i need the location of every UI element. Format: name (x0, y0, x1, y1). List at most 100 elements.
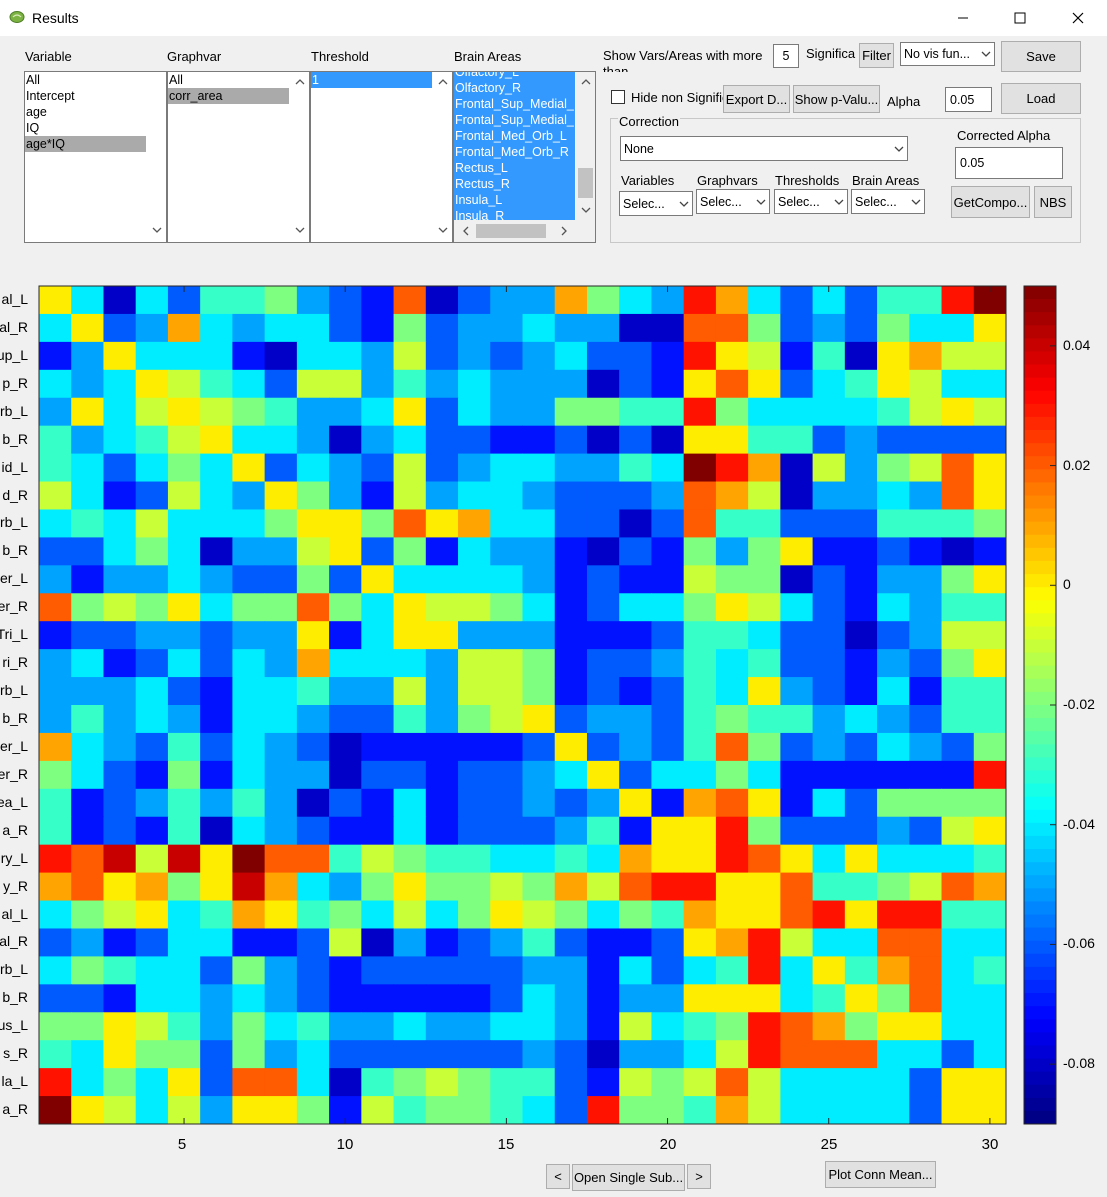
heatmap-cell (458, 705, 491, 734)
brain-areas-filter-dropdown[interactable]: Selec... (851, 189, 925, 214)
heatmap-cell (232, 593, 266, 622)
heatmap-cell (490, 509, 523, 538)
colorbar-segment (1024, 508, 1056, 523)
heatmap-cell (425, 509, 459, 538)
scroll-thumb[interactable] (476, 224, 546, 238)
scroll-up-arrow[interactable] (290, 74, 309, 90)
heatmap-cell (329, 872, 362, 902)
heatmap-cell (264, 369, 298, 399)
correction-method-dropdown[interactable]: None (620, 136, 908, 161)
list-item[interactable]: Frontal_Med_Orb_R (454, 144, 575, 160)
next-subject-button[interactable]: > (687, 1164, 711, 1189)
export-button[interactable]: Export D... (723, 85, 790, 113)
y-tick-label: rb_L (0, 514, 28, 531)
thresholds-filter-dropdown[interactable]: Selec... (774, 189, 848, 214)
graphvar-listbox[interactable]: All corr_area (167, 71, 310, 243)
prev-subject-button[interactable]: < (546, 1164, 570, 1189)
heatmap-cell (458, 1096, 491, 1125)
corrected-alpha-input[interactable]: 0.05 (955, 147, 1063, 179)
heatmap-cell (71, 1068, 104, 1097)
list-item[interactable]: Insula_R (454, 208, 575, 220)
heatmap-cell (877, 788, 910, 818)
list-item[interactable]: Intercept (26, 89, 75, 103)
open-single-subject-button[interactable]: Open Single Sub... (572, 1164, 685, 1191)
scroll-left-arrow[interactable] (456, 223, 475, 239)
filter-button[interactable]: Filter (859, 43, 894, 68)
heatmap-cell (135, 872, 169, 902)
scroll-down-arrow[interactable] (576, 202, 595, 218)
list-item[interactable]: Frontal_Med_Orb_L (454, 128, 575, 144)
list-item[interactable]: Rectus_R (454, 176, 575, 192)
scroll-down-arrow[interactable] (147, 222, 166, 238)
heatmap-cell (135, 705, 169, 734)
heatmap-cell (554, 816, 588, 846)
maximize-button[interactable] (997, 0, 1043, 36)
close-button[interactable] (1055, 0, 1101, 36)
heatmap-cell (232, 677, 266, 706)
list-item[interactable]: All (26, 73, 40, 87)
scroll-down-arrow[interactable] (290, 222, 309, 238)
list-item[interactable]: All (169, 73, 183, 87)
heatmap-cell (812, 984, 846, 1013)
heatmap-cell (393, 844, 427, 874)
heatmap-cell (554, 705, 588, 734)
list-item[interactable]: Rectus_L (454, 160, 575, 176)
heatmap-cell (39, 425, 72, 455)
variable-listbox[interactable]: All Intercept age IQ age*IQ (24, 71, 167, 243)
scroll-thumb[interactable] (578, 168, 593, 198)
plot-conn-mean-button[interactable]: Plot Conn Mean... (825, 1161, 936, 1188)
getcomponents-button[interactable]: GetCompo... (951, 186, 1030, 218)
nbs-button[interactable]: NBS (1034, 186, 1072, 218)
heatmap-cell (167, 537, 201, 566)
heatmap-cell (554, 1012, 588, 1041)
heatmap-cell (296, 649, 330, 678)
scroll-right-arrow[interactable] (554, 223, 573, 239)
heatmap-cell (619, 816, 652, 846)
list-item-selected[interactable]: 1 (311, 72, 432, 88)
scroll-up-arrow[interactable] (433, 74, 452, 90)
brain-areas-hscrollbar[interactable] (454, 220, 595, 242)
list-item[interactable]: IQ (26, 121, 40, 135)
heatmap-cell (651, 621, 685, 650)
heatmap-cell (103, 788, 137, 818)
heatmap-cell (167, 1068, 201, 1097)
list-item[interactable]: Insula_L (454, 192, 575, 208)
brain-areas-vscrollbar[interactable] (576, 72, 595, 220)
heatmap-cell (167, 341, 201, 371)
show-pvalues-button[interactable]: Show p-Valu... (793, 85, 880, 113)
list-item-selected[interactable]: corr_area (168, 88, 289, 104)
list-item[interactable]: Frontal_Sup_Medial_ (454, 112, 575, 128)
heatmap-cell (877, 649, 910, 678)
list-item[interactable]: age (26, 105, 47, 119)
list-item[interactable]: Olfactory_L (454, 72, 575, 80)
alpha-input[interactable]: 0.05 (945, 87, 992, 112)
heatmap-cell (361, 341, 395, 371)
load-button[interactable]: Load (1001, 83, 1081, 114)
heatmap-cell (490, 565, 523, 594)
list-item[interactable]: Olfactory_R (454, 80, 575, 96)
chevron-down-icon (830, 199, 847, 205)
scroll-down-arrow[interactable] (433, 222, 452, 238)
list-item[interactable]: Frontal_Sup_Medial_ (454, 96, 575, 112)
heatmap-cell (683, 425, 717, 455)
threshold-scrollbar[interactable] (433, 72, 452, 242)
threshold-listbox[interactable]: 1 (310, 71, 453, 243)
graphvar-label: Graphvar (167, 49, 222, 64)
show-more-input[interactable]: 5 (773, 44, 799, 68)
variable-scrollbar[interactable] (147, 72, 166, 242)
variables-filter-dropdown[interactable]: Selec... (619, 191, 693, 216)
hide-non-significant-checkbox[interactable] (611, 90, 625, 104)
heatmap-cell (39, 453, 72, 483)
heatmap-cell (973, 565, 1007, 594)
heatmap-cell (715, 928, 749, 957)
brain-areas-listbox[interactable]: Olfactory_L Olfactory_R Frontal_Sup_Medi… (453, 71, 596, 243)
heatmap-cell (586, 984, 620, 1013)
heatmap-cell (748, 313, 781, 343)
graphvars-filter-dropdown[interactable]: Selec... (696, 189, 770, 214)
scroll-up-arrow[interactable] (576, 74, 595, 90)
vis-function-dropdown[interactable]: No vis fun... (900, 42, 995, 66)
graphvar-scrollbar[interactable] (290, 72, 309, 242)
list-item-selected[interactable]: age*IQ (25, 136, 146, 152)
minimize-button[interactable] (940, 0, 986, 36)
save-button[interactable]: Save (1001, 41, 1081, 72)
